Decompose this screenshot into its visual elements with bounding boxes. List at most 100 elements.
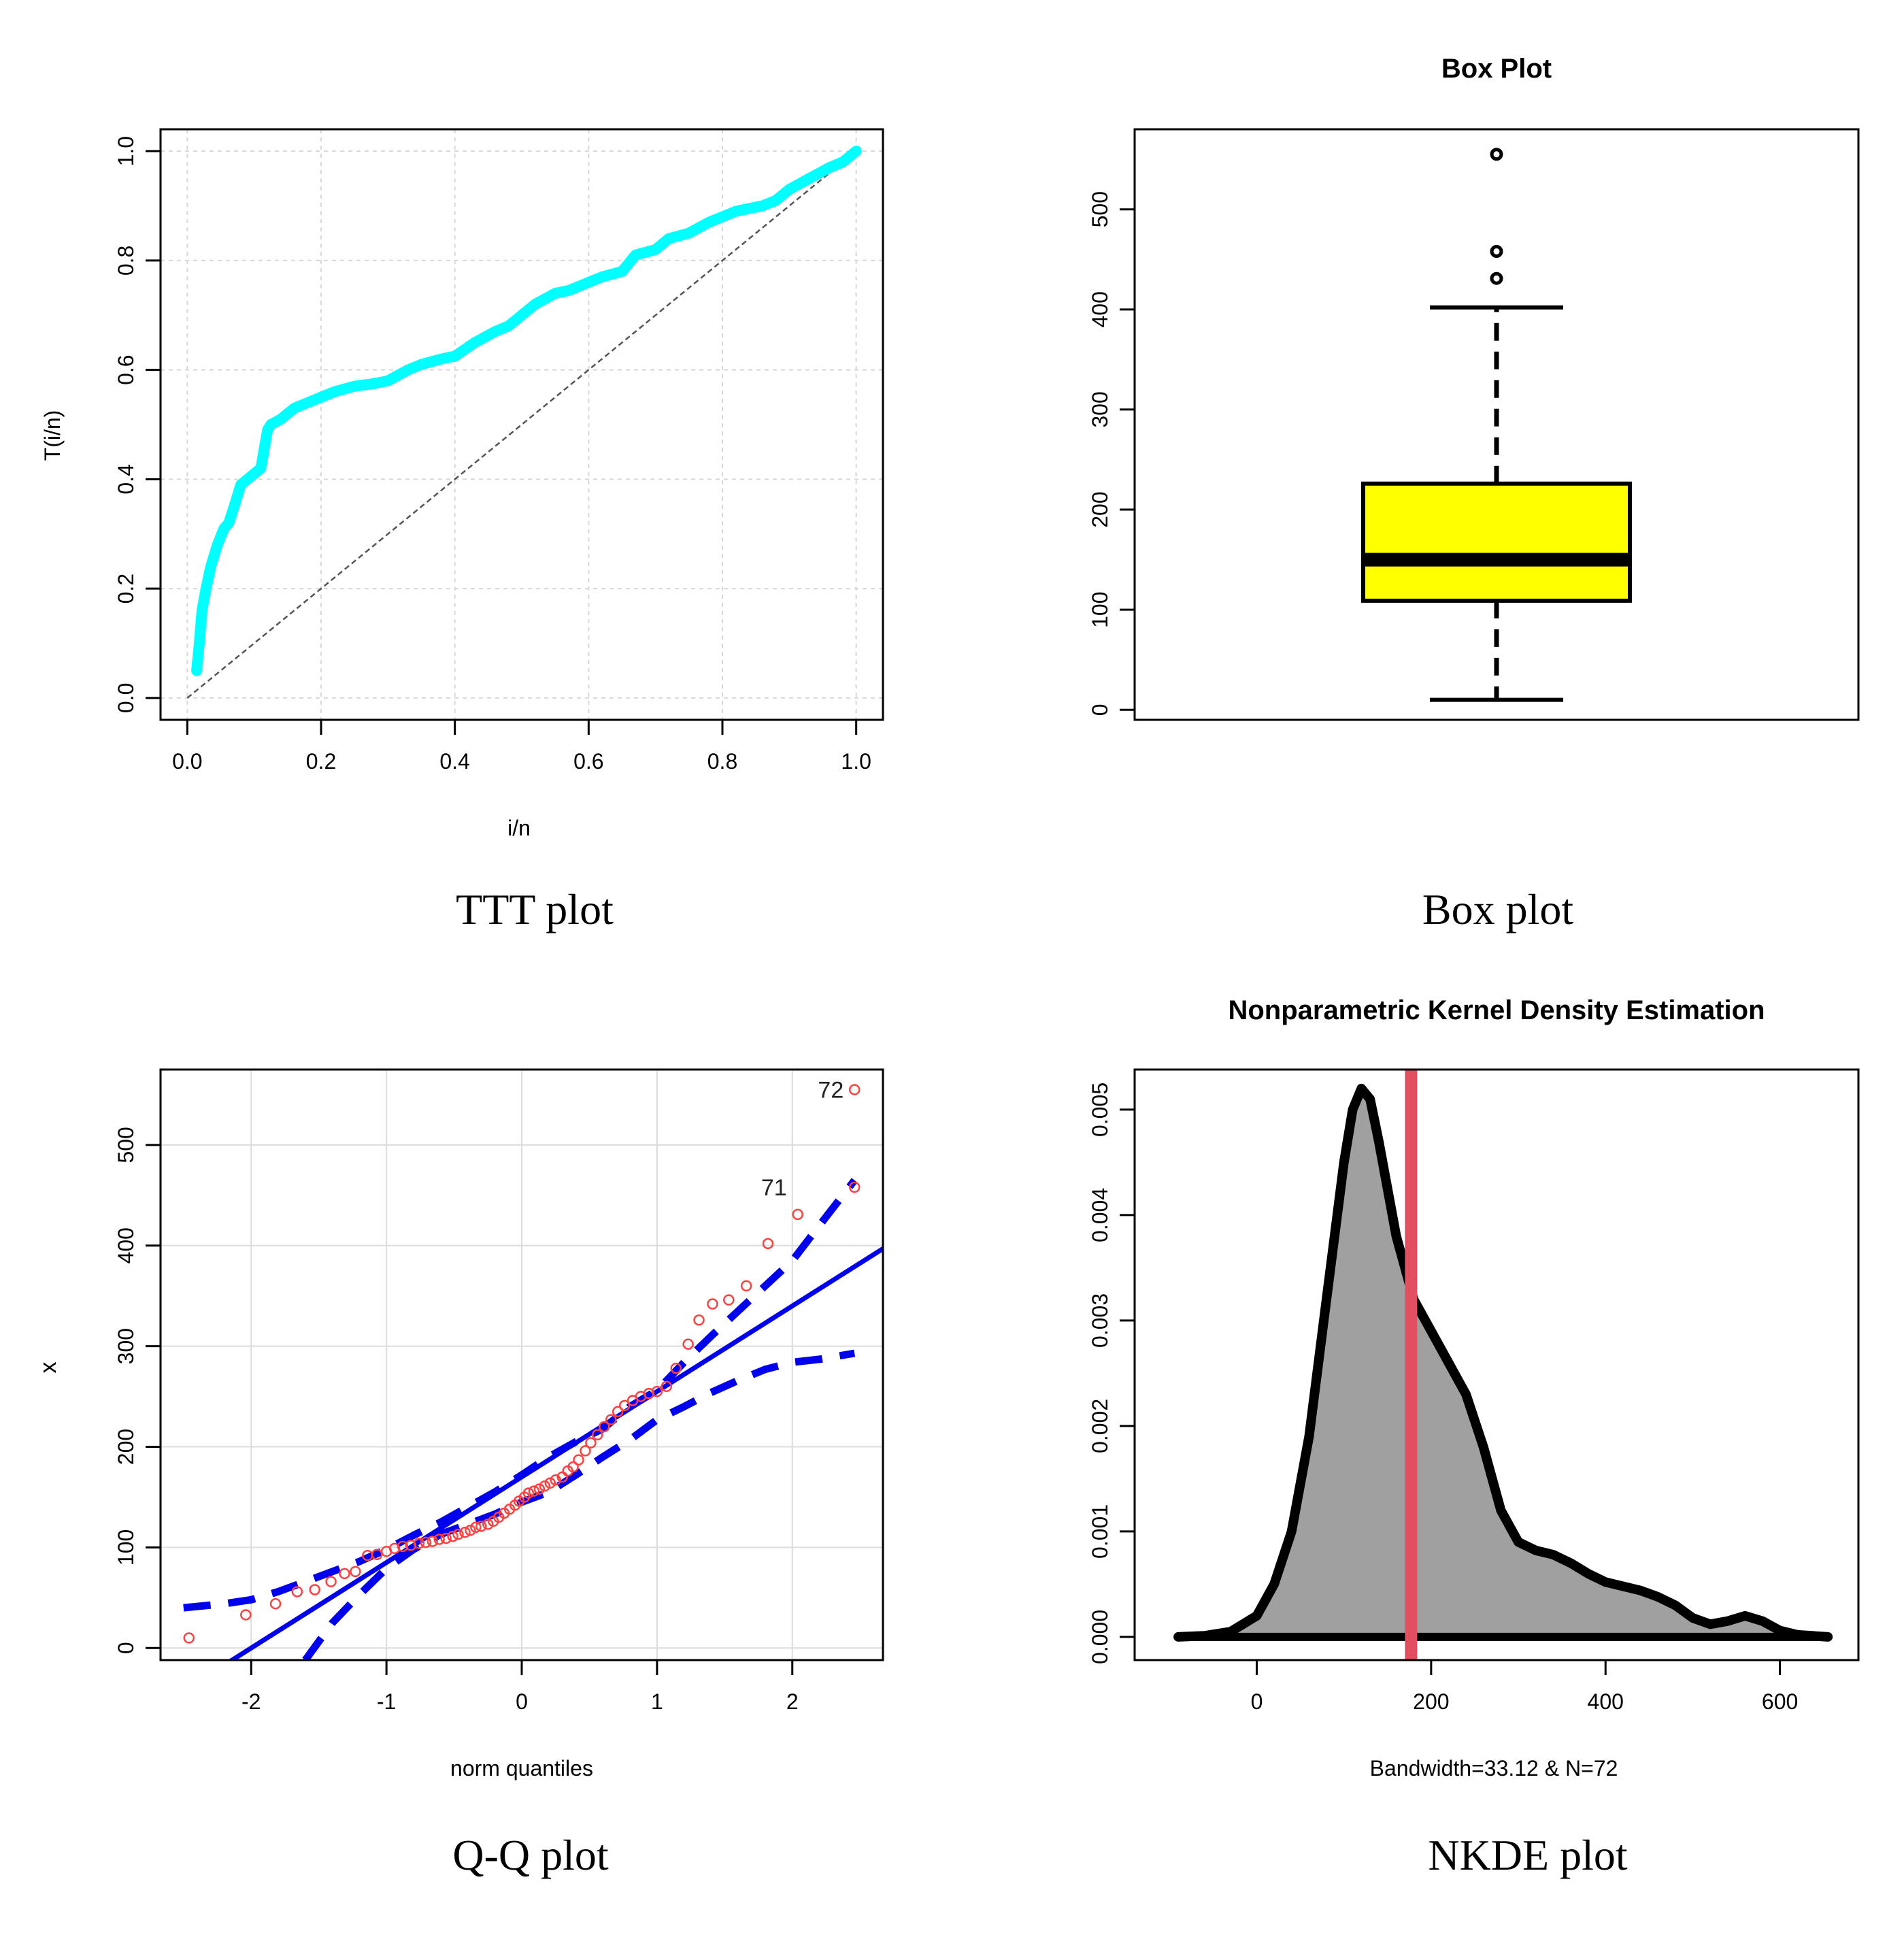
qq-point: [325, 1576, 337, 1587]
qq-point: [452, 1528, 464, 1540]
nkde-ytick-label: 0.001: [1088, 1504, 1112, 1559]
caption-ttt: TTT plot: [456, 885, 614, 933]
qq-xlabel: norm quantiles: [450, 1756, 593, 1781]
box-plot-frame: [1133, 128, 1860, 721]
qq-point: [670, 1362, 682, 1374]
ttt-xtick-label: 1.0: [841, 749, 871, 774]
qq-point: [643, 1387, 655, 1400]
qq-point: [605, 1414, 617, 1425]
box-ytick-label: 0: [1088, 703, 1112, 716]
qq-point: [762, 1238, 774, 1250]
qq-xtick-label: -2: [241, 1689, 261, 1714]
nkde-title: Nonparametric Kernel Density Estimation: [1228, 995, 1765, 1025]
qq-point: [440, 1532, 452, 1544]
ttt-ytick-label: 1.0: [114, 136, 138, 166]
qq-point: [309, 1584, 320, 1595]
ttt-plot-frame: [159, 128, 884, 721]
qq-point: [459, 1526, 471, 1538]
qq-point: [544, 1477, 556, 1489]
qq-point: [397, 1540, 409, 1553]
ttt-ytick-label: 0.4: [114, 464, 138, 494]
ttt-reference-line: [186, 150, 857, 699]
box-ytick-label: 300: [1088, 391, 1112, 427]
nkde-ytick-label: 0.000: [1088, 1610, 1112, 1664]
qq-point: [740, 1280, 752, 1292]
qq-point: [522, 1487, 535, 1499]
qq-point: [339, 1568, 350, 1580]
ttt-xtick-label: 0.6: [573, 749, 603, 774]
qq-xtick-label: 2: [786, 1689, 799, 1714]
qq-point: [792, 1208, 803, 1221]
qq-point: [539, 1480, 551, 1492]
ttt-ylabel: T(i/n): [40, 410, 65, 461]
nkde-xtick-label: 0: [1251, 1689, 1263, 1714]
box-iqr: [1361, 481, 1632, 603]
qq-ytick-label: 500: [114, 1127, 138, 1163]
qq-point: [269, 1597, 282, 1610]
ttt-ytick-label: 0.0: [114, 683, 138, 713]
qq-point: [693, 1314, 705, 1326]
qq-chart: 72 71 -2 -1 0 1 2 0 100 200 300 400 500 norm quantile…: [35, 1068, 884, 1781]
nkde-ytick-label: 0.003: [1088, 1293, 1112, 1348]
ttt-curve: [191, 146, 862, 676]
qq-point: [661, 1380, 673, 1393]
qq-ytick-label: 400: [114, 1227, 138, 1263]
qq-point: [350, 1566, 361, 1578]
caption-qq: Q-Q plot: [452, 1831, 609, 1879]
ttt-xtick-label: 0.4: [439, 749, 469, 774]
qq-point: [580, 1445, 591, 1457]
qq-point: [533, 1483, 546, 1495]
ttt-ytick-label: 0.2: [114, 574, 138, 603]
qq-point: [475, 1521, 487, 1532]
box-outlier: [1490, 148, 1503, 161]
box-outlier: [1490, 271, 1503, 285]
ttt-xtick-label: 0.2: [306, 749, 336, 774]
qq-ytick-label: 0: [114, 1642, 138, 1654]
box-ytick-label: 400: [1088, 291, 1112, 327]
nkde-ytick-label: 0.002: [1088, 1399, 1112, 1453]
qq-point: [682, 1338, 694, 1350]
ttt-ytick-label: 0.8: [114, 246, 138, 276]
qq-point: [599, 1421, 610, 1433]
qq-point: [420, 1536, 432, 1549]
qq-point: [470, 1521, 482, 1534]
box-outlier: [1490, 244, 1503, 258]
qq-point: [585, 1437, 597, 1448]
nkde-ytick-label: 0.004: [1088, 1188, 1112, 1242]
qq-xtick-label: 1: [651, 1689, 663, 1714]
qq-point: [618, 1400, 631, 1412]
qq-ytick-label: 100: [114, 1529, 138, 1566]
nkde-chart: Nonparametric Kernel Density Estimation 0…: [1088, 995, 1860, 1781]
qq-envelope-lower: [302, 1349, 856, 1660]
nkde-plot-frame: [1133, 1068, 1860, 1661]
qq-ytick-label: 200: [114, 1429, 138, 1465]
box-ytick-label: 200: [1088, 491, 1112, 527]
qq-point: [291, 1586, 303, 1597]
qq-plot-area: [183, 1084, 883, 1660]
qq-point: [465, 1524, 476, 1536]
nkde-xtick-label: 200: [1413, 1689, 1449, 1714]
qq-xtick-label: 0: [516, 1689, 528, 1714]
nkde-ytick-label: 0.005: [1088, 1082, 1112, 1137]
ttt-xtick-label: 0.0: [172, 749, 202, 774]
box-ytick-label: 500: [1088, 191, 1112, 227]
nkde-xtick-label: 400: [1588, 1689, 1624, 1714]
qq-point: [707, 1298, 718, 1310]
qq-point: [592, 1429, 603, 1441]
nkde-density-area: [1178, 1088, 1828, 1637]
qq-point: [447, 1530, 458, 1542]
qq-point: [427, 1536, 438, 1547]
qq-point: [528, 1485, 540, 1497]
nkde-xlabel: Bandwidth=33.12 & N=72: [1370, 1756, 1618, 1781]
qq-point-label: 71: [761, 1175, 787, 1201]
qq-point: [183, 1632, 195, 1644]
qq-point: [612, 1406, 624, 1418]
qq-ylabel: x: [35, 1362, 61, 1374]
caption-box: Box plot: [1422, 885, 1574, 933]
qq-ytick-label: 300: [114, 1328, 138, 1364]
qq-point: [573, 1454, 584, 1466]
qq-point: [482, 1519, 494, 1530]
ttt-xtick-label: 0.8: [707, 749, 737, 774]
qq-point: [723, 1294, 735, 1306]
